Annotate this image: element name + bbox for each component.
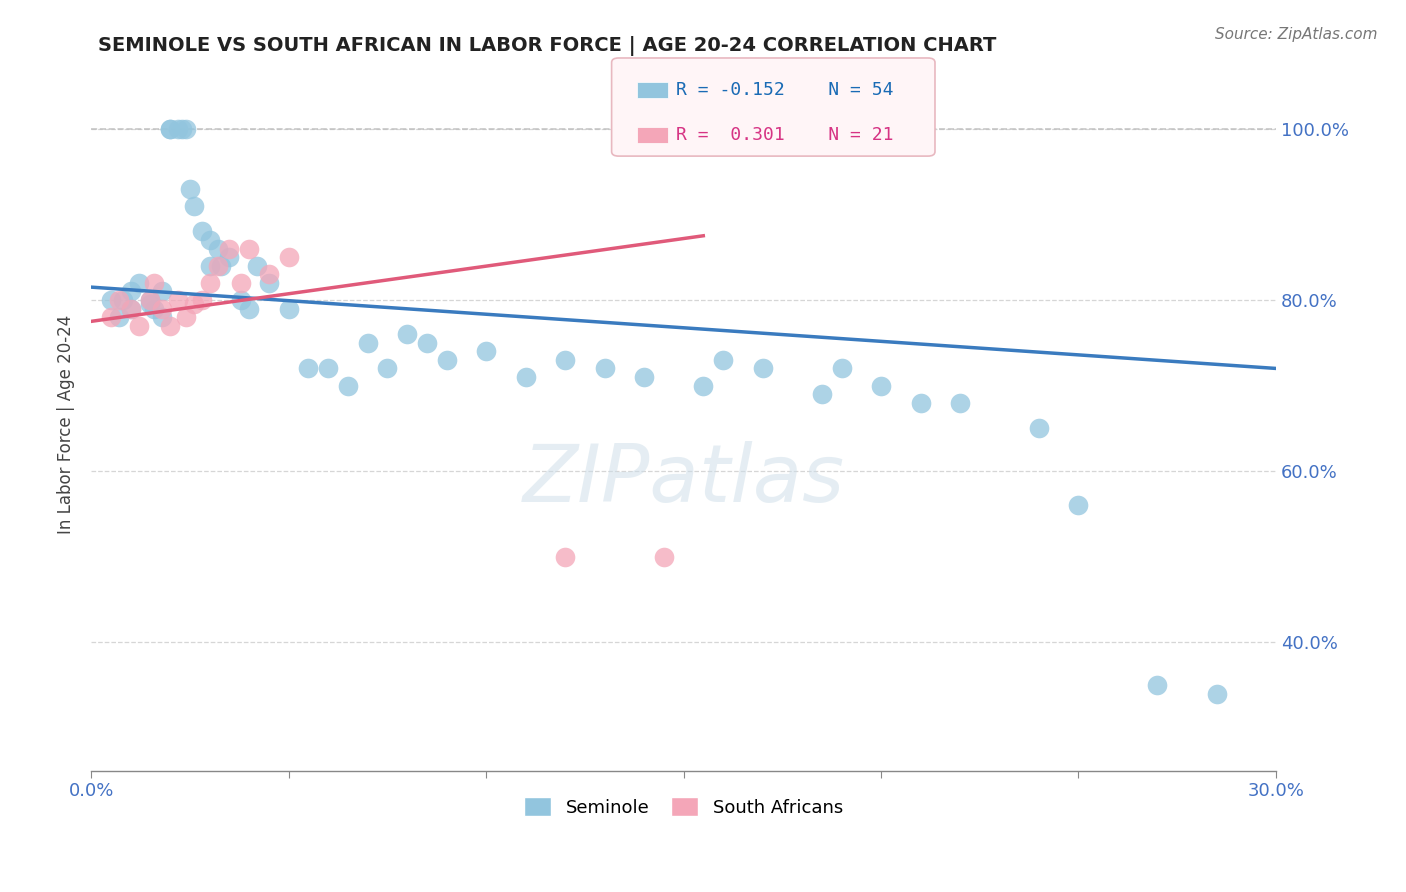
Point xyxy=(1067,499,1090,513)
Point xyxy=(652,549,675,564)
Point xyxy=(554,549,576,564)
Legend: Seminole, South Africans: Seminole, South Africans xyxy=(517,790,851,824)
Point xyxy=(100,310,122,324)
Point xyxy=(167,293,190,307)
Point xyxy=(336,378,359,392)
Point xyxy=(150,310,173,324)
Point xyxy=(436,352,458,367)
Point xyxy=(198,259,221,273)
Text: ZIPatlas: ZIPatlas xyxy=(523,441,845,518)
Text: Source: ZipAtlas.com: Source: ZipAtlas.com xyxy=(1215,27,1378,42)
Point xyxy=(207,259,229,273)
Point xyxy=(1028,421,1050,435)
Text: SEMINOLE VS SOUTH AFRICAN IN LABOR FORCE | AGE 20-24 CORRELATION CHART: SEMINOLE VS SOUTH AFRICAN IN LABOR FORCE… xyxy=(98,36,997,55)
Point xyxy=(396,327,419,342)
Point xyxy=(183,199,205,213)
Point xyxy=(150,285,173,299)
Point xyxy=(143,276,166,290)
Point xyxy=(211,259,233,273)
Point xyxy=(139,293,162,307)
Point xyxy=(1146,678,1168,692)
Point xyxy=(128,276,150,290)
Point xyxy=(554,352,576,367)
Point xyxy=(179,182,201,196)
Point xyxy=(159,121,181,136)
Point xyxy=(100,293,122,307)
Point xyxy=(170,121,193,136)
Point xyxy=(107,293,129,307)
Point xyxy=(633,370,655,384)
Point xyxy=(377,361,399,376)
Point xyxy=(277,250,299,264)
Point xyxy=(316,361,339,376)
Point xyxy=(277,301,299,316)
Point xyxy=(159,318,181,333)
Point xyxy=(475,344,498,359)
Point xyxy=(107,310,129,324)
Point xyxy=(711,352,734,367)
Point xyxy=(120,285,142,299)
Point xyxy=(692,378,714,392)
Point xyxy=(174,121,197,136)
Point xyxy=(120,301,142,316)
Point xyxy=(150,301,173,316)
Point xyxy=(139,293,162,307)
Point xyxy=(143,301,166,316)
Point xyxy=(297,361,319,376)
Point xyxy=(515,370,537,384)
Point xyxy=(111,293,134,307)
Point xyxy=(257,276,280,290)
Point xyxy=(356,335,378,350)
Point xyxy=(231,293,253,307)
Point xyxy=(198,276,221,290)
Point xyxy=(910,395,932,409)
Point xyxy=(159,121,181,136)
Point xyxy=(257,267,280,281)
Point xyxy=(190,293,212,307)
Point xyxy=(190,225,212,239)
Point xyxy=(238,242,260,256)
Point xyxy=(218,250,240,264)
Point xyxy=(198,233,221,247)
Point xyxy=(207,242,229,256)
Point xyxy=(870,378,893,392)
Point xyxy=(949,395,972,409)
Point xyxy=(120,301,142,316)
Text: R =  0.301    N = 21: R = 0.301 N = 21 xyxy=(676,126,894,144)
Point xyxy=(128,318,150,333)
Point xyxy=(246,259,269,273)
Point xyxy=(218,242,240,256)
Point xyxy=(810,387,832,401)
Point xyxy=(174,310,197,324)
Point xyxy=(751,361,773,376)
Point xyxy=(231,276,253,290)
Point xyxy=(238,301,260,316)
Point xyxy=(1205,687,1227,701)
Point xyxy=(593,361,616,376)
Point xyxy=(139,297,162,311)
Y-axis label: In Labor Force | Age 20-24: In Labor Force | Age 20-24 xyxy=(58,315,75,533)
Point xyxy=(831,361,853,376)
Point xyxy=(416,335,439,350)
Point xyxy=(167,121,190,136)
Point xyxy=(183,297,205,311)
Text: R = -0.152    N = 54: R = -0.152 N = 54 xyxy=(676,81,894,99)
